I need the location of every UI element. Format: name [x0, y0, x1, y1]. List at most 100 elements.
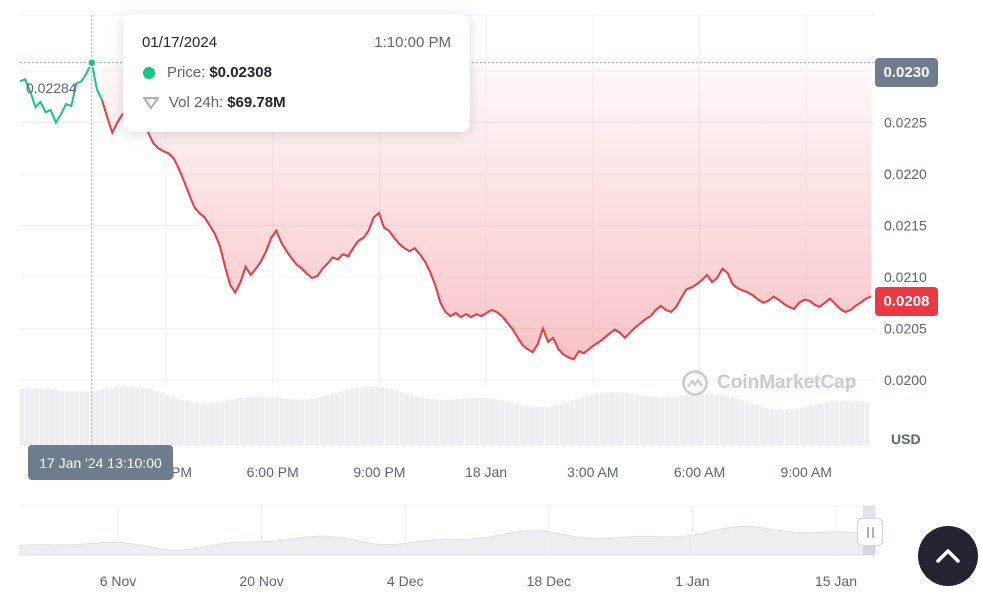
volume-bar — [680, 396, 685, 445]
volume-bar — [535, 407, 540, 445]
navigator-tick-label: 15 Jan — [815, 573, 857, 589]
volume-bar — [735, 398, 740, 445]
volume-bar — [825, 402, 830, 445]
volume-bar — [530, 406, 535, 445]
volume-bar — [70, 391, 75, 445]
volume-bar — [55, 390, 60, 445]
volume-bar — [440, 399, 445, 445]
volume-bar — [365, 386, 370, 445]
y-tick-label: 0.0220 — [884, 166, 927, 182]
volume-bar — [250, 396, 255, 445]
volume-bar — [865, 402, 870, 445]
volume-bar — [120, 386, 125, 445]
volume-bar — [820, 403, 825, 445]
volume-bar — [540, 407, 545, 445]
navigator-tick-label: 1 Jan — [675, 573, 709, 589]
volume-bar — [830, 401, 835, 445]
volume-bar — [795, 408, 800, 445]
volume-bar — [220, 401, 225, 445]
volume-bar — [560, 404, 565, 445]
volume-bar — [255, 396, 260, 445]
volume-bar — [60, 390, 65, 445]
scroll-to-top-button[interactable] — [918, 526, 978, 586]
y-tick-label: 0.0205 — [884, 321, 927, 337]
volume-bar — [395, 390, 400, 445]
volume-bar — [815, 404, 820, 445]
volume-bar — [335, 393, 340, 445]
volume-bar — [210, 402, 215, 445]
volume-bar — [305, 399, 310, 445]
volume-bar — [320, 397, 325, 445]
volume-bar — [505, 401, 510, 445]
volume-bar — [775, 409, 780, 445]
current-price-badge: 0.0208 — [875, 287, 938, 316]
volume-bar — [800, 407, 805, 445]
volume-bar — [35, 388, 40, 445]
volume-bar — [125, 386, 130, 445]
price-dot-icon — [143, 66, 155, 79]
volume-bar — [525, 406, 530, 445]
volume-bar — [545, 406, 550, 445]
x-tick-label: 3:00 AM — [567, 464, 618, 480]
volume-bar — [430, 399, 435, 445]
volume-bar — [190, 402, 195, 445]
volume-bar — [385, 388, 390, 445]
volume-bar — [360, 387, 365, 445]
volume-bar — [610, 392, 615, 445]
volume-bar — [630, 394, 635, 445]
x-tick-label: 9:00 AM — [781, 464, 832, 480]
volume-bar — [45, 389, 50, 445]
tooltip-date: 01/17/2024 — [142, 34, 218, 51]
start-price-label: 0.02284 — [26, 80, 77, 96]
volume-bar — [295, 399, 300, 445]
volume-bar — [245, 397, 250, 445]
volume-bar — [685, 395, 690, 445]
volume-bar — [620, 392, 625, 445]
volume-bar — [595, 393, 600, 445]
volume-bar — [50, 389, 55, 445]
y-tick-label: 0.0210 — [884, 269, 927, 285]
volume-bar — [675, 396, 680, 445]
navigator-tick-label: 4 Dec — [387, 573, 424, 589]
volume-bar — [140, 387, 145, 445]
volume-bar — [855, 401, 860, 445]
chevron-up-icon — [936, 549, 960, 563]
drag-handle-icon[interactable] — [857, 518, 883, 546]
volume-bar — [380, 387, 385, 445]
volume-bar — [660, 397, 665, 445]
volume-bar — [325, 396, 330, 445]
volume-bar — [720, 395, 725, 445]
volume-bar — [495, 399, 500, 445]
volume-bar — [550, 406, 555, 445]
navigator-tick-label: 20 Nov — [239, 573, 283, 589]
volume-bar — [460, 398, 465, 445]
volume-bar — [860, 401, 865, 445]
volume-bar — [640, 395, 645, 445]
volume-bar — [40, 388, 45, 445]
volume-bar — [85, 391, 90, 445]
volume-bar — [835, 401, 840, 445]
volume-bar — [100, 389, 105, 445]
volume-bar — [730, 397, 735, 445]
volume-bar — [780, 410, 785, 445]
volume-bar — [400, 392, 405, 445]
volume-bar — [370, 386, 375, 445]
volume-bar — [300, 399, 305, 445]
tooltip-volume-label: Vol 24h: — [169, 94, 224, 111]
price-line-up — [19, 59, 103, 125]
coinmarketcap-logo-icon — [682, 370, 708, 396]
volume-bar — [105, 388, 110, 445]
volume-bar — [810, 405, 815, 445]
volume-bar — [280, 398, 285, 445]
volume-bar — [350, 388, 355, 445]
volume-bar — [785, 409, 790, 445]
volume-bar — [570, 400, 575, 445]
volume-bar — [500, 400, 505, 445]
volume-bar — [415, 396, 420, 445]
navigator[interactable]: 6 Nov 20 Nov 4 Dec 18 Dec 1 Jan 15 Jan — [19, 505, 876, 589]
tooltip-volume-row: Vol 24h: $69.78M — [143, 94, 286, 111]
volume-bar — [480, 398, 485, 445]
volume-bar — [700, 394, 705, 445]
